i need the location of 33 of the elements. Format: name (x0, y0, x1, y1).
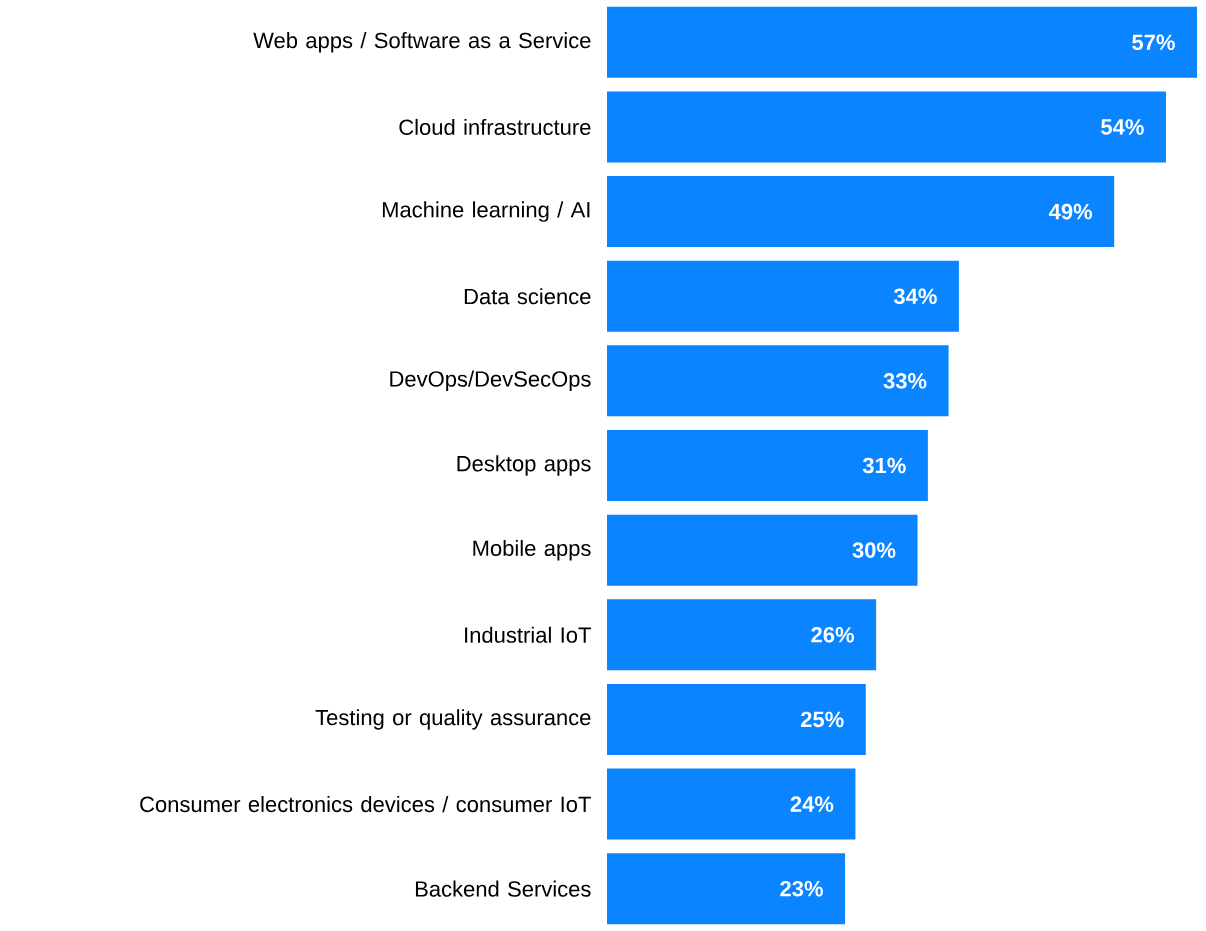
bar (607, 260, 959, 332)
y-tick-label: Consumer electronics devices / consumer IoT (140, 795, 591, 813)
bar (607, 683, 866, 755)
data-label: 23% (780, 880, 823, 897)
data-label: 30% (852, 542, 896, 558)
y-tick-label: Desktop apps (457, 455, 591, 476)
data-label: 57% (1132, 34, 1175, 51)
data-label: 24% (790, 796, 834, 812)
y-tick-label: Data science (464, 288, 591, 305)
bar (607, 345, 949, 417)
y-tick-label: Cloud infrastructure (399, 118, 591, 136)
y-tick-label: Industrial IoT (465, 626, 591, 643)
bar (607, 6, 1197, 78)
y-tick-label: Machine learning / AI (382, 201, 590, 222)
data-label: 49% (1048, 203, 1093, 220)
y-tick-label: Testing or quality assurance (315, 709, 591, 730)
data-label: 33% (883, 373, 927, 389)
bar (607, 599, 877, 671)
bar (607, 430, 928, 502)
bar (607, 514, 918, 586)
bar (607, 176, 1115, 248)
data-label: 25% (800, 711, 844, 728)
y-tick-label: Mobile apps (473, 539, 591, 561)
data-label: 31% (862, 457, 906, 474)
data-label: 54% (1101, 119, 1144, 135)
y-tick-label: Web apps / Software as a Service (253, 32, 591, 53)
bar (607, 768, 856, 840)
data-label: 26% (811, 626, 855, 643)
y-tick-label: DevOps/DevSecOps (390, 370, 591, 392)
bar (607, 853, 846, 925)
data-label: 34% (893, 288, 937, 305)
y-tick-label: Backend Services (415, 880, 591, 897)
bar (607, 91, 1166, 163)
